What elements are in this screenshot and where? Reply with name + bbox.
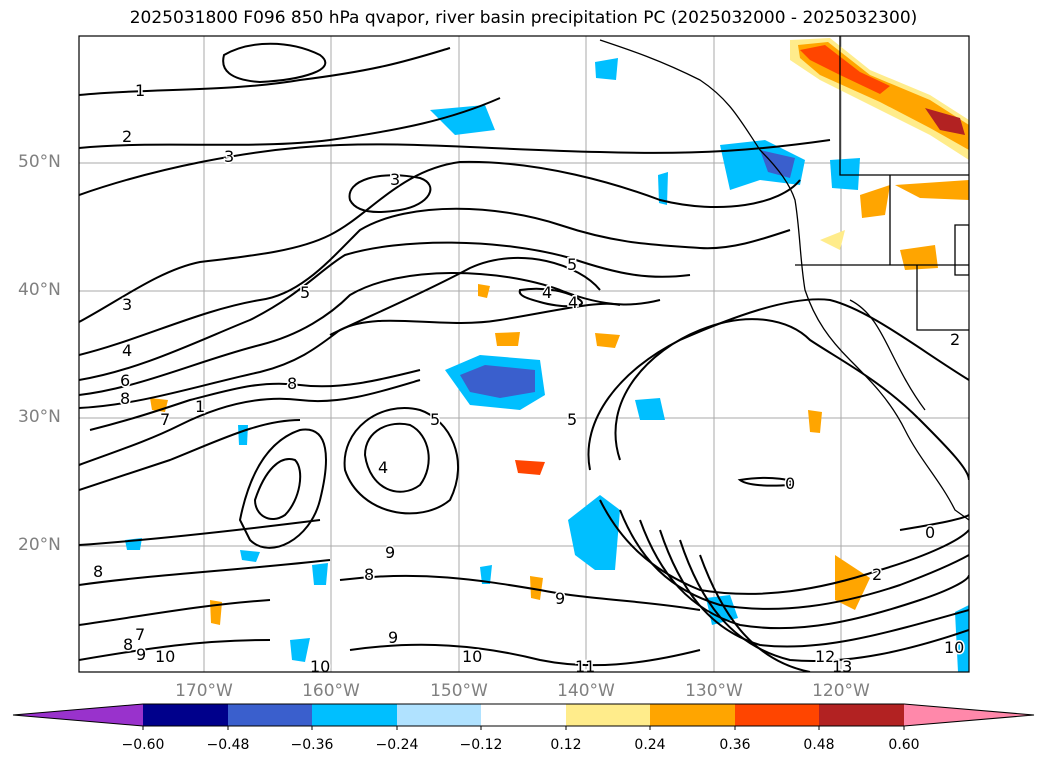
lon-label-130w: 130°W <box>685 681 743 701</box>
colorbar-segment <box>143 704 228 726</box>
colorbar-tick-label: −0.12 <box>459 737 503 753</box>
contour-label: 3 <box>390 170 400 189</box>
contour-labels: 1 2 3 3 3 4 5 5 4 4 6 8 8 7 5 4 5 9 8 9 … <box>92 80 966 676</box>
lon-label-150w: 150°W <box>430 681 488 701</box>
contour-label: 1 <box>195 397 205 416</box>
contour-label: 4 <box>542 283 552 302</box>
contour-label: 5 <box>300 283 310 302</box>
contour-label: 5 <box>567 410 577 429</box>
contour-label: 4 <box>378 458 388 477</box>
qvapor-contours <box>79 42 969 672</box>
contour-label: 7 <box>135 625 145 644</box>
lat-label-20n: 20°N <box>18 535 61 555</box>
colorbar-extend-low <box>13 704 143 726</box>
contour-label: 7 <box>160 410 170 429</box>
colorbar-segment <box>819 704 904 726</box>
colorbar-segment <box>735 704 819 726</box>
colorbar-tick-label: 0.60 <box>888 737 920 753</box>
contour-label: 3 <box>122 295 132 314</box>
contour-label: 11 <box>575 657 595 676</box>
contour-label: 10 <box>155 647 175 666</box>
contour-label: 4 <box>568 293 578 312</box>
precip-shading <box>125 38 969 672</box>
lat-label-40n: 40°N <box>18 280 61 300</box>
coastlines <box>599 36 969 521</box>
contour-label: 2 <box>872 565 882 584</box>
contour-label: 10 <box>310 657 330 676</box>
colorbar-segment <box>397 704 481 726</box>
colorbar <box>12 703 1035 730</box>
colorbar-tick-label: −0.48 <box>206 737 250 753</box>
contour-label: 8 <box>364 565 374 584</box>
contour-label: 9 <box>555 589 565 608</box>
colorbar-tick-label: 0.12 <box>550 737 582 753</box>
contour-label: 5 <box>430 410 440 429</box>
colorbar-segment <box>650 704 735 726</box>
contour-label: 2 <box>950 330 960 349</box>
map-frame <box>78 35 970 673</box>
contour-label: 8 <box>120 389 130 408</box>
colorbar-tick-label: 0.36 <box>719 737 751 753</box>
contour-label: 9 <box>136 645 146 664</box>
contour-label: 0 <box>785 474 795 493</box>
contour-label: 8 <box>123 635 133 654</box>
colorbar-segment <box>312 704 397 726</box>
lat-label-50n: 50°N <box>18 152 61 172</box>
lon-label-120w: 120°W <box>812 681 870 701</box>
lat-label-30n: 30°N <box>18 407 61 427</box>
contour-label: 12 <box>815 647 835 666</box>
contour-label: 5 <box>567 255 577 274</box>
colorbar-segment <box>481 704 566 726</box>
contour-label: 10 <box>462 647 482 666</box>
contour-label: 8 <box>287 374 297 393</box>
contour-label: 1 <box>135 81 145 100</box>
colorbar-tick-label: −0.36 <box>290 737 334 753</box>
contour-label: 10 <box>944 638 964 657</box>
colorbar-segment <box>228 704 312 726</box>
lon-label-140w: 140°W <box>557 681 615 701</box>
contour-label: 0 <box>925 523 935 542</box>
contour-label: 4 <box>122 341 132 360</box>
lon-label-170w: 170°W <box>175 681 233 701</box>
contour-label: 8 <box>93 562 103 581</box>
colorbar-tick-label: −0.24 <box>375 737 419 753</box>
lon-label-160w: 160°W <box>302 681 360 701</box>
figure-title: 2025031800 F096 850 hPa qvapor, river ba… <box>129 8 918 28</box>
colorbar-segment <box>566 704 650 726</box>
contour-label: 2 <box>122 127 132 146</box>
colorbar-tick-label: 0.24 <box>634 737 666 753</box>
contour-label: 9 <box>385 543 395 562</box>
contour-label: 3 <box>224 147 234 166</box>
gridlines <box>79 36 969 672</box>
contour-label: 6 <box>120 371 130 390</box>
colorbar-extend-high <box>904 704 1034 726</box>
colorbar-tick-label: 0.48 <box>803 737 835 753</box>
contour-label: 13 <box>832 657 852 676</box>
colorbar-tick-label: −0.60 <box>121 737 165 753</box>
contour-label: 9 <box>388 628 398 647</box>
